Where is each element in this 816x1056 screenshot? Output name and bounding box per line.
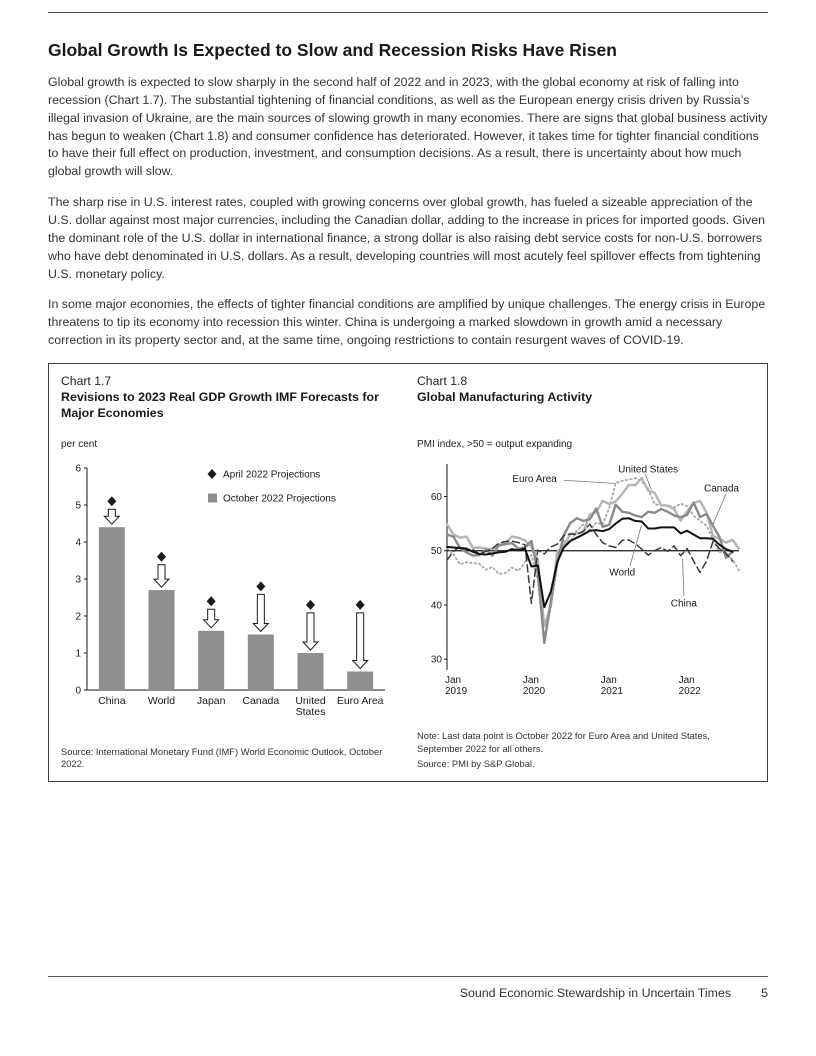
chart-1-7: Chart 1.7 Revisions to 2023 Real GDP Gro… (61, 374, 393, 771)
legend-october-label: October 2022 Projections (223, 494, 336, 505)
annotation-label: China (671, 598, 698, 609)
annotation-leader (644, 473, 652, 490)
page-title: Global Growth Is Expected to Slow and Re… (48, 40, 617, 60)
svg-text:40: 40 (431, 600, 443, 611)
body-paragraph-2: The sharp rise in U.S. interest rates, c… (48, 195, 765, 281)
revision-arrow (301, 612, 320, 651)
chart-1-8-source: Source: PMI by S&P Global. (417, 758, 535, 770)
chart-1-8-axis-note: PMI index, >50 = output expanding (417, 439, 573, 451)
chart-1-7-source: Source: International Monetary Fund (IMF… (61, 745, 383, 770)
bar-2 (198, 630, 225, 691)
annotation-label: World (609, 567, 635, 578)
svg-text:4: 4 (75, 538, 81, 549)
annotation-label: Canada (704, 483, 739, 494)
chart-1-8-canvas: 30 40 50 60 Jan 2019 Jan 2020 Jan 2021 Jan 2022 Euro… (431, 464, 741, 697)
annotation-leader (712, 493, 727, 525)
page-number: 5 (761, 986, 768, 1000)
svg-text:3: 3 (75, 575, 81, 586)
revision-arrow (103, 508, 121, 525)
body-paragraph-3: In some major economies, the effects of … (48, 297, 766, 348)
x-tick-label: Jan 2021 (601, 675, 624, 697)
bar-3 (247, 634, 274, 691)
series-line-euro-area (446, 477, 740, 642)
footer-title: Sound Economic Stewardship in Uncertain … (459, 986, 732, 1000)
x-tick-label: Jan 2019 (445, 675, 468, 697)
series-line-world (446, 517, 734, 609)
chart-1-8-notes: Note: Last data point is October 2022 fo… (417, 720, 749, 771)
category-label: China (98, 695, 126, 707)
svg-text:50: 50 (431, 546, 443, 557)
bar-1 (148, 590, 175, 691)
april-marker (355, 599, 365, 610)
report-page: Global Growth Is Expected to Slow and Re… (48, 12, 768, 1000)
april-marker (157, 551, 166, 562)
svg-text:30: 30 (431, 655, 443, 666)
series-line-china (446, 523, 734, 605)
page-footer: Sound Economic Stewardship in Uncertain … (48, 976, 768, 1000)
category-label: United States (295, 695, 326, 718)
revision-arrow (202, 608, 220, 629)
chart-1-8-title: Global Manufacturing Activity (417, 390, 593, 405)
april-marker (206, 596, 216, 607)
svg-text:60: 60 (431, 492, 443, 503)
bar-4 (297, 653, 324, 691)
revision-arrow (152, 564, 171, 588)
bar-5 (347, 671, 374, 691)
top-rule (48, 12, 768, 13)
bar-0 (98, 527, 125, 691)
revision-arrow (351, 612, 369, 670)
chart-1-7-title: Revisions to 2023 Real GDP Growth IMF Fo… (61, 390, 379, 420)
annotation-leader (682, 558, 685, 597)
chart-1-8-note: Note: Last data point is October 2022 fo… (417, 730, 710, 754)
annotation-leader (563, 479, 616, 484)
revision-arrow (252, 593, 270, 633)
x-tick-label: Jan 2020 (523, 675, 546, 697)
legend-april-label: April 2022 Projections (223, 470, 320, 481)
svg-text:2: 2 (75, 612, 81, 623)
category-label: Canada (242, 695, 279, 707)
svg-text:0: 0 (75, 686, 81, 697)
category-label: Japan (197, 695, 226, 707)
category-label: Euro Area (337, 695, 384, 707)
svg-text:5: 5 (75, 501, 81, 512)
svg-text:1: 1 (75, 649, 81, 660)
svg-text:6: 6 (75, 464, 81, 475)
category-label: World (148, 695, 175, 707)
chart-1-7-axis-note: per cent (61, 439, 98, 451)
chart-1-8-label: Chart 1.8 (417, 374, 468, 389)
chart-1-8: Chart 1.8 Global Manufacturing Activity … (417, 374, 749, 771)
legend-diamond-icon (207, 469, 217, 480)
april-marker (256, 581, 266, 592)
annotation-label: Euro Area (512, 474, 557, 485)
chart-panel: Chart 1.7 Revisions to 2023 Real GDP Gro… (48, 363, 768, 783)
x-tick-label: Jan 2022 (679, 675, 702, 697)
chart-1-7-label: Chart 1.7 (61, 374, 112, 389)
april-marker (306, 599, 315, 610)
chart-1-7-canvas: 0 1 2 3 4 5 6 China World Japan Canada United States… (75, 464, 385, 718)
annotation-leader (629, 524, 643, 567)
april-marker (107, 496, 117, 507)
annotation-label: United States (618, 464, 678, 475)
legend-square-icon (208, 493, 217, 503)
body-paragraph-1: Global growth is expected to slow sharpl… (48, 75, 768, 179)
